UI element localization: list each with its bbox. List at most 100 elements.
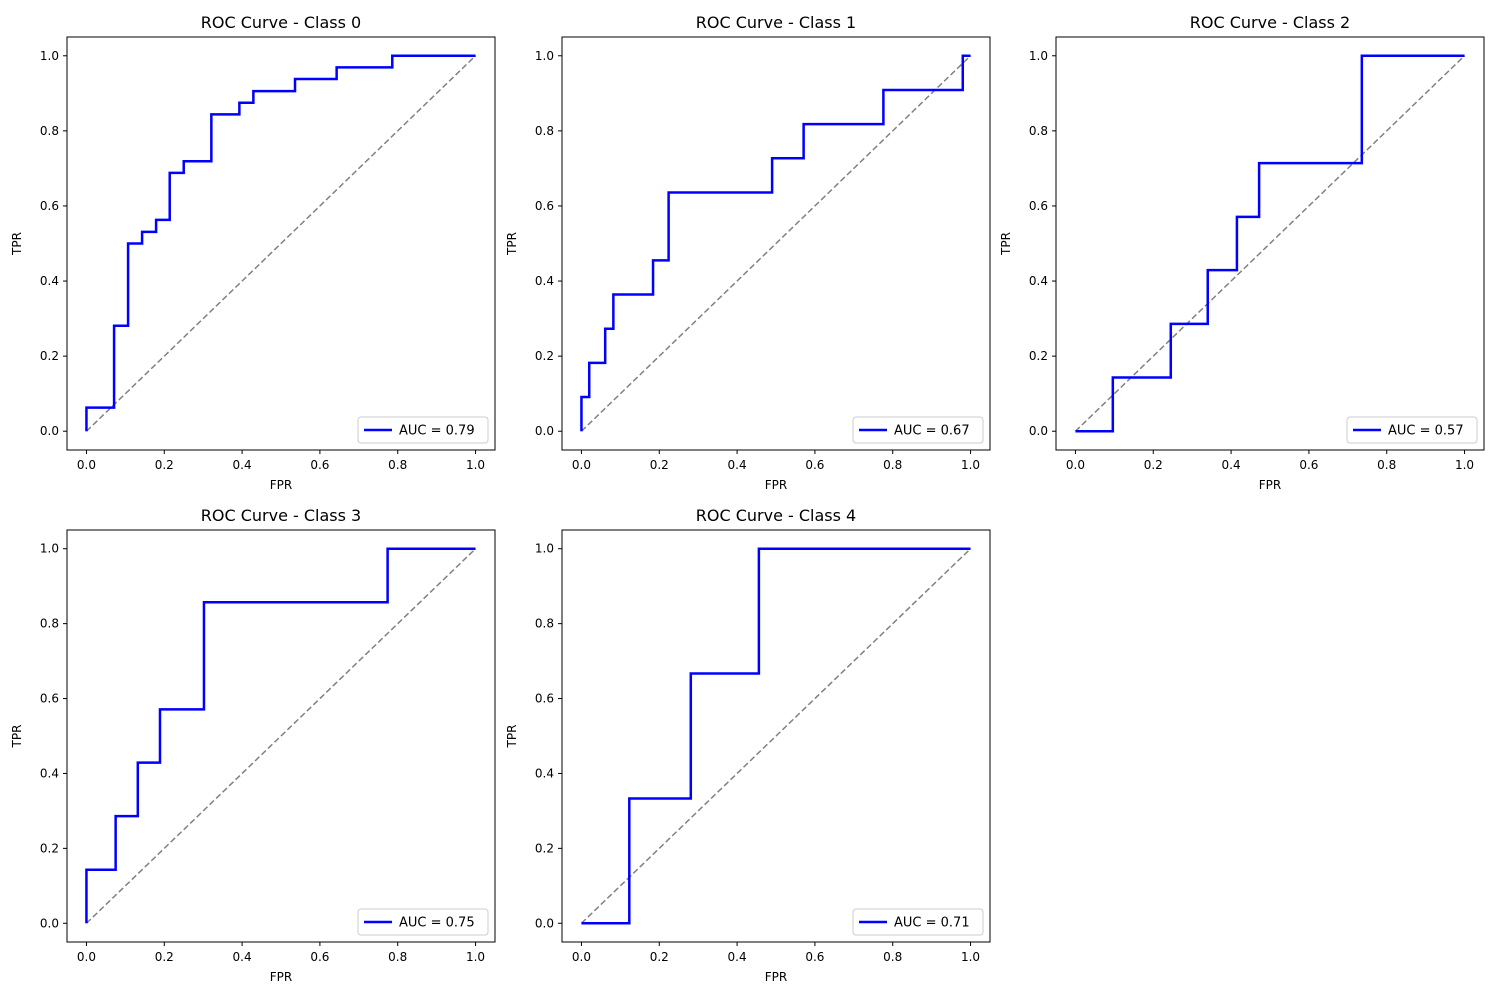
y-tick-label: 0.4 [535,766,554,780]
y-tick-label: 0.0 [40,916,59,930]
legend-label: AUC = 0.75 [399,916,475,931]
y-tick-label: 0.4 [40,274,59,288]
x-tick-label: 0.0 [572,950,591,964]
y-tick-label: 1.0 [1029,49,1048,63]
x-axis-label: FPR [1259,478,1281,492]
x-axis-label: FPR [765,970,787,984]
x-tick-label: 1.0 [1455,458,1474,472]
roc-panel-class-1: ROC Curve - Class 1 0.0 0.2 0.4 0.6 0.8 1.0 0.0… [505,13,991,492]
y-tick-label: 0.8 [40,617,59,631]
chart-title: ROC Curve - Class 1 [696,13,856,32]
y-tick-label: 0.4 [40,766,59,780]
legend-box [852,416,984,444]
x-axis-label: FPR [270,478,292,492]
x-tick-label: 0.8 [1377,458,1396,472]
x-tick-label: 0.6 [310,950,329,964]
y-tick-label: 0.6 [535,199,554,213]
legend-label: AUC = 0.71 [894,916,970,931]
legend-box [1346,416,1478,444]
y-tick-label: 1.0 [535,49,554,63]
roc-curve-line [85,547,476,924]
x-tick-label: 0.6 [310,458,329,472]
legend: AUC = 0.67 [852,416,984,444]
y-axis-label: TPR [505,232,519,256]
x-tick-label: 0.0 [572,458,591,472]
x-tick-label: 0.0 [77,458,96,472]
legend: AUC = 0.71 [852,908,984,936]
chance-diagonal-line [1074,55,1466,432]
chance-diagonal-line [85,548,477,924]
x-tick-label: 0.6 [805,458,824,472]
y-tick-label: 0.6 [40,692,59,706]
x-tick-label: 0.4 [728,950,747,964]
y-axis-label: TPR [10,232,24,256]
x-tick-label: 1.0 [466,950,485,964]
y-tick-label: 0.2 [535,841,554,855]
roc-curve-line [1075,54,1465,433]
y-tick-label: 1.0 [40,542,59,556]
x-tick-label: 1.0 [961,950,980,964]
x-axis-label: FPR [270,970,292,984]
y-tick-label: 0.6 [535,692,554,706]
roc-curve-line [580,54,971,432]
x-tick-label: 1.0 [961,458,980,472]
chart-title: ROC Curve - Class 3 [201,506,361,525]
x-tick-label: 0.2 [155,458,174,472]
x-tick-label: 0.0 [77,950,96,964]
chance-diagonal-line [85,55,477,432]
y-axis-label: TPR [505,725,519,749]
x-tick-label: 0.2 [650,458,669,472]
x-tick-label: 0.6 [1299,458,1318,472]
x-tick-label: 0.8 [883,950,902,964]
y-axis-label: TPR [999,232,1013,256]
y-tick-label: 0.8 [535,124,554,138]
x-tick-label: 0.4 [728,458,747,472]
y-tick-label: 0.4 [1029,274,1048,288]
y-tick-label: 1.0 [40,49,59,63]
roc-curve-line [85,54,476,432]
x-tick-label: 0.4 [233,458,252,472]
legend-label: AUC = 0.67 [894,424,970,439]
x-tick-label: 0.0 [1066,458,1085,472]
roc-curve-line [581,547,971,925]
y-tick-label: 0.0 [1029,424,1048,438]
legend-label: AUC = 0.57 [1388,424,1464,439]
x-tick-label: 0.2 [650,950,669,964]
y-tick-label: 0.2 [1029,349,1048,363]
y-axis-label: TPR [10,725,24,749]
legend: AUC = 0.79 [357,416,489,444]
y-tick-label: 0.8 [535,617,554,631]
y-tick-label: 0.6 [40,199,59,213]
roc-panel-class-2: ROC Curve - Class 2 0.0 0.2 0.4 0.6 0.8 1.0 0.0… [999,13,1485,492]
x-tick-label: 0.4 [233,950,252,964]
chance-diagonal-line [580,548,972,924]
legend: AUC = 0.75 [357,908,489,936]
legend-label: AUC = 0.79 [399,424,475,439]
x-tick-label: 0.8 [388,950,407,964]
y-tick-label: 0.8 [1029,124,1048,138]
roc-panel-class-3: ROC Curve - Class 3 0.0 0.2 0.4 0.6 0.8 1.0 0.0… [10,506,496,984]
chart-title: ROC Curve - Class 0 [201,13,361,32]
y-tick-label: 0.6 [1029,199,1048,213]
legend-box [357,908,489,936]
x-tick-label: 0.2 [1144,458,1163,472]
chart-title: ROC Curve - Class 2 [1190,13,1350,32]
legend-box [852,908,984,936]
y-tick-label: 1.0 [535,542,554,556]
x-tick-label: 0.6 [805,950,824,964]
chance-diagonal-line [580,55,972,432]
y-tick-label: 0.2 [40,841,59,855]
legend: AUC = 0.57 [1346,416,1478,444]
y-tick-label: 0.0 [535,916,554,930]
x-axis-label: FPR [765,478,787,492]
y-tick-label: 0.0 [40,424,59,438]
legend-box [357,416,489,444]
roc-panel-class-0: ROC Curve - Class 0 0.0 0.2 0.4 0.6 0.8 1.0 0.0… [10,13,496,492]
x-tick-label: 0.8 [883,458,902,472]
x-tick-label: 0.8 [388,458,407,472]
y-tick-label: 0.0 [535,424,554,438]
x-tick-label: 0.4 [1222,458,1241,472]
chart-title: ROC Curve - Class 4 [696,506,856,525]
y-tick-label: 0.8 [40,124,59,138]
